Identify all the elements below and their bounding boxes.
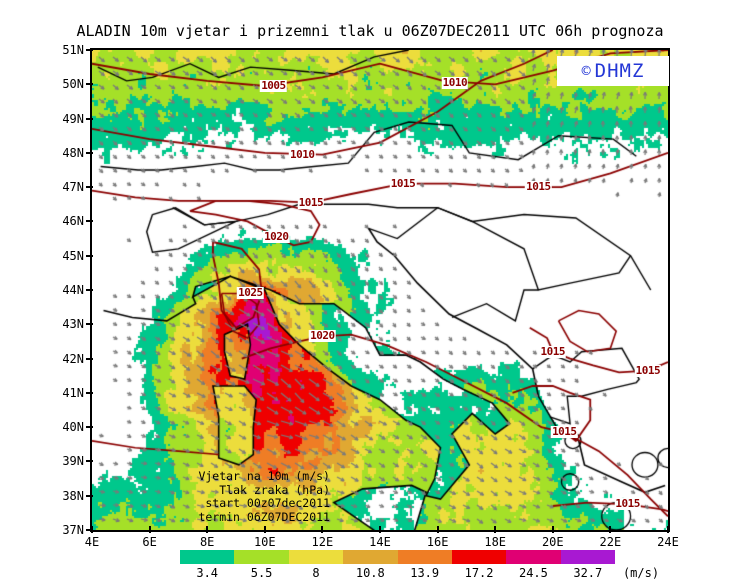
colorbar-tick-label: 3.4	[196, 566, 219, 580]
dhmz-logo: © DHMZ	[557, 56, 669, 86]
colorbar-tick-label: 10.8	[355, 566, 385, 580]
y-axis-tick	[86, 426, 93, 429]
info-termin-line: termin 06Z07DEC2011	[198, 509, 330, 524]
y-axis-label: 38N	[62, 488, 84, 503]
x-axis-tick	[91, 526, 93, 533]
y-axis-tick	[86, 254, 93, 257]
y-axis-label: 45N	[62, 248, 84, 263]
x-axis-label: 16E	[426, 535, 449, 549]
colorbar-tick-label: 8	[312, 566, 320, 580]
y-axis-tick	[86, 220, 93, 223]
colorbar-tick-label: 17.2	[464, 566, 494, 580]
colorbar-unit-label: (m/s)	[622, 566, 660, 580]
y-axis-tick	[86, 117, 93, 120]
y-axis-label: 43N	[62, 317, 84, 332]
x-axis-label: 4E	[84, 535, 100, 549]
x-axis-label: 18E	[484, 535, 507, 549]
colorbar-tick-label: 5.5	[250, 566, 273, 580]
colorbar-segment	[397, 550, 452, 564]
x-axis-tick	[206, 526, 209, 533]
colorbar-tick-label: 32.7	[573, 566, 603, 580]
y-axis-label: 42N	[62, 351, 84, 366]
y-axis-label: 40N	[62, 420, 84, 435]
x-axis-tick	[379, 526, 381, 533]
colorbar-segment	[180, 550, 235, 564]
y-axis-label: 49N	[62, 111, 84, 126]
y-axis-tick	[86, 151, 93, 154]
x-axis-label: 14E	[369, 535, 391, 549]
dhmz-logo-text: DHMZ	[594, 59, 645, 82]
x-axis-label: 8E	[199, 535, 215, 549]
info-pressure-line: Tlak zraka (hPa)	[219, 482, 330, 497]
y-axis-tick	[86, 357, 93, 360]
y-axis-tick	[86, 186, 93, 189]
colorbar-segment	[288, 550, 344, 564]
y-axis-tick	[86, 391, 93, 394]
x-axis-tick	[436, 526, 439, 533]
y-axis-label: 48N	[62, 145, 84, 160]
y-axis-label: 50N	[62, 77, 84, 92]
y-axis-label: 51N	[62, 43, 84, 57]
x-axis-label: 24E	[657, 535, 679, 549]
colorbar-tick-label: 24.5	[518, 566, 548, 580]
colorbar-segment	[451, 550, 507, 564]
y-axis-label: 39N	[62, 454, 84, 469]
x-axis-tick	[148, 526, 151, 533]
y-axis-label: 37N	[62, 523, 84, 537]
x-axis-label: 6E	[142, 535, 157, 549]
y-axis-tick	[86, 49, 93, 51]
x-axis-tick	[321, 526, 324, 533]
y-axis-tick	[86, 323, 93, 326]
y-axis-tick	[86, 529, 93, 531]
info-wind-line: Vjetar na 10m (m/s)	[198, 469, 330, 483]
y-axis-label: 41N	[62, 385, 84, 400]
y-axis-label: 46N	[62, 214, 84, 229]
colorbar-tick-label: 13.9	[410, 566, 440, 580]
page-title: ALADIN 10m vjetar i prizemni tlak u 06Z0…	[76, 22, 664, 40]
x-axis-label: 22E	[599, 535, 622, 549]
y-axis-tick	[86, 83, 93, 86]
colorbar-segment	[506, 550, 561, 564]
x-axis-tick	[494, 526, 497, 533]
colorbar-segment	[234, 550, 289, 564]
x-axis-label: 10E	[253, 535, 276, 549]
x-axis-tick	[667, 526, 669, 533]
map-raster	[92, 50, 668, 530]
x-axis-tick	[609, 526, 612, 533]
y-axis-tick	[86, 460, 93, 463]
x-axis-tick	[551, 526, 554, 533]
y-axis-tick	[86, 494, 93, 497]
colorbar-ticks: 3.4 5.5 8 10.8 13.9 17.2 24.5 32.7	[0, 566, 740, 582]
info-start-line: start 00z07dec2011	[205, 496, 330, 510]
x-axis-label: 20E	[541, 535, 564, 549]
x-axis-tick	[263, 526, 266, 533]
colorbar-segment	[560, 550, 615, 564]
x-axis-label: 12E	[311, 535, 334, 549]
map-info-box: Vjetar na 10m (m/s) Tlak zraka (hPa) sta…	[100, 469, 330, 524]
colorbar-segment	[343, 550, 398, 564]
weather-map-plot	[90, 48, 670, 532]
colorbar	[180, 550, 615, 564]
y-axis-tick	[86, 289, 93, 291]
y-axis-label: 44N	[62, 283, 84, 297]
y-axis-label: 47N	[62, 180, 84, 195]
copyright-icon: ©	[581, 61, 591, 80]
